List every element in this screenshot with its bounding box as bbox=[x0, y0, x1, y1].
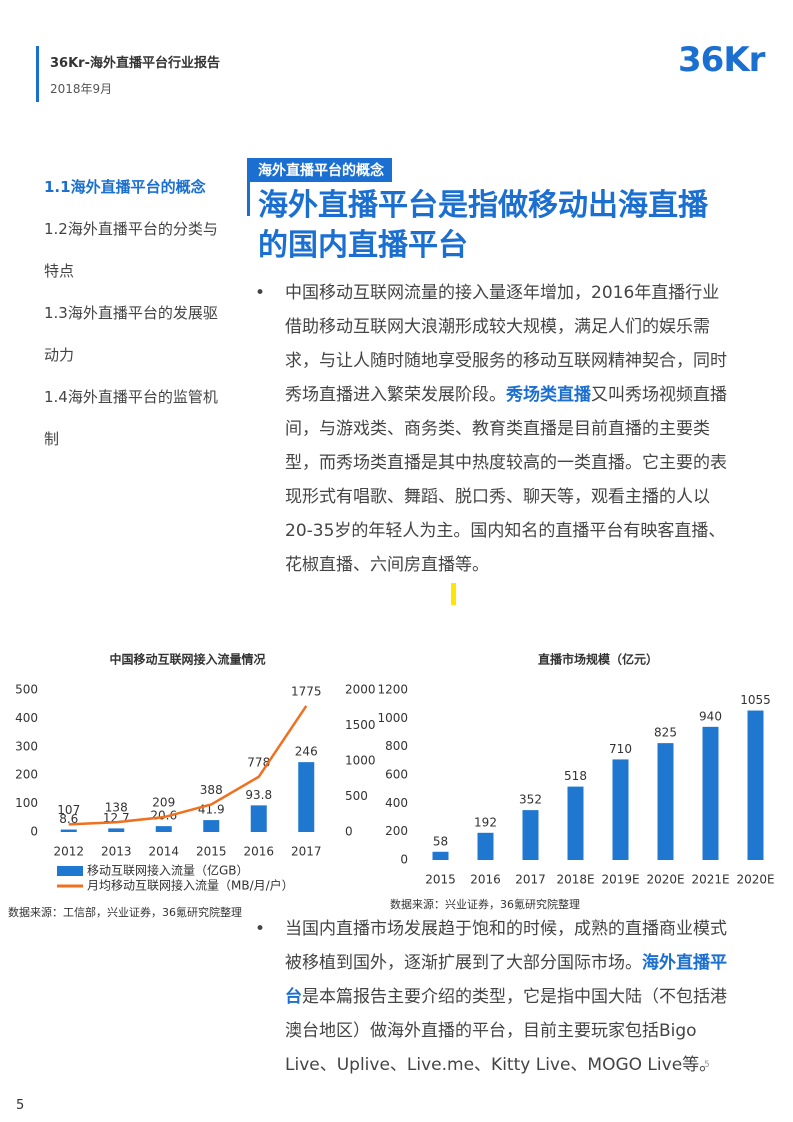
y-tick-label: 400 bbox=[15, 711, 38, 725]
page-number: 5 bbox=[16, 1098, 25, 1113]
y-tick-label: 200 bbox=[15, 768, 38, 782]
data-label: 209 bbox=[152, 796, 175, 810]
x-tick-label: 2012 bbox=[53, 845, 84, 859]
bar bbox=[432, 851, 449, 860]
data-label: 710 bbox=[609, 742, 632, 756]
text: 当国内直播市场发展趋于饱和的时候，成熟的直播商业模式被移植到国外，逐渐扩展到了大… bbox=[285, 919, 727, 973]
page-number: 5 bbox=[704, 1060, 710, 1070]
data-label: 1055 bbox=[740, 693, 771, 707]
x-tick-label: 2015 bbox=[196, 845, 227, 859]
chart-title: 中国移动互联网接入流量情况 bbox=[109, 652, 265, 667]
data-label: 352 bbox=[519, 793, 542, 807]
highlight-mark bbox=[451, 583, 456, 605]
bar bbox=[657, 743, 674, 860]
toc: 1.1海外直播平台的概念 1.2海外直播平台的分类与特点 1.3海外直播平台的发… bbox=[44, 166, 219, 460]
toc-item[interactable]: 1.4海外直播平台的监管机制 bbox=[44, 388, 218, 448]
data-label: 20.6 bbox=[150, 809, 177, 823]
data-label: 388 bbox=[200, 783, 223, 797]
bar bbox=[747, 710, 764, 860]
y-tick-label: 400 bbox=[385, 796, 408, 810]
data-label: 8.6 bbox=[59, 812, 78, 826]
logo: 36Kr bbox=[678, 40, 765, 80]
data-label: 1775 bbox=[291, 684, 322, 698]
x-tick-label: 2020E bbox=[646, 873, 684, 887]
bar bbox=[567, 786, 584, 860]
x-tick-label: 2020E bbox=[736, 873, 774, 887]
y-tick-label: 1000 bbox=[377, 711, 408, 725]
section-tag: 海外直播平台的概念 bbox=[250, 158, 392, 182]
x-tick-label: 2016 bbox=[470, 873, 501, 887]
data-label: 138 bbox=[105, 801, 128, 815]
tag-bar bbox=[247, 158, 250, 216]
header-bar bbox=[36, 46, 39, 102]
data-label: 93.8 bbox=[245, 788, 272, 802]
y-tick-label: 500 bbox=[15, 683, 38, 697]
bar bbox=[702, 726, 719, 860]
legend-label: 月均移动互联网接入流量（MB/月/户） bbox=[87, 878, 294, 893]
bar bbox=[477, 832, 494, 860]
data-label: 940 bbox=[699, 709, 722, 723]
text: 中国移动互联网流量的接入量逐年增加，2016年直播行业借助移动互联网大浪潮形成较… bbox=[285, 283, 727, 405]
toc-item[interactable]: 1.1海外直播平台的概念 bbox=[44, 178, 206, 196]
bar bbox=[60, 829, 77, 832]
x-tick-label: 2017 bbox=[291, 845, 322, 859]
y2-tick-label: 1500 bbox=[345, 718, 376, 732]
y-tick-label: 1200 bbox=[377, 683, 408, 697]
y-tick-label: 200 bbox=[385, 824, 408, 838]
data-label: 778 bbox=[247, 755, 270, 769]
data-label: 246 bbox=[295, 745, 318, 759]
bar bbox=[522, 810, 539, 860]
y-tick-label: 0 bbox=[30, 825, 38, 839]
x-tick-label: 2019E bbox=[601, 873, 639, 887]
source: 数据来源：工信部，兴业证券，36氪研究院整理 bbox=[8, 906, 242, 919]
data-label: 825 bbox=[654, 726, 677, 740]
paragraph: 当国内直播市场发展趋于饱和的时候，成熟的直播商业模式被移植到国外，逐渐扩展到了大… bbox=[255, 912, 727, 1082]
header-title: 36Kr-海外直播平台行业报告 bbox=[50, 56, 220, 71]
toc-item[interactable]: 1.2海外直播平台的分类与特点 bbox=[44, 220, 218, 280]
source: 数据来源：兴业证券，36氪研究院整理 bbox=[390, 898, 580, 911]
y2-tick-label: 0 bbox=[345, 825, 353, 839]
bar bbox=[612, 759, 629, 860]
x-tick-label: 2017 bbox=[515, 873, 546, 887]
y-tick-label: 0 bbox=[400, 853, 408, 867]
bar bbox=[155, 826, 172, 832]
x-tick-label: 2014 bbox=[148, 845, 179, 859]
highlight: 海外直播平台 bbox=[285, 953, 727, 1007]
data-label: 107 bbox=[57, 803, 80, 817]
text: 又叫秀场视频直播间，与游戏类、商务类、教育类直播是目前直播的主要类型，而秀场类直… bbox=[285, 385, 727, 575]
chart-title: 直播市场规模（亿元） bbox=[538, 652, 658, 667]
text: 是本篇报告主要介绍的类型，它是指中国大陆（不包括港澳台地区）做海外直播的平台，目… bbox=[285, 987, 727, 1075]
data-label: 58 bbox=[433, 834, 448, 848]
headline: 海外直播平台是指做移动出海直播的国内直播平台 bbox=[258, 188, 708, 263]
x-tick-label: 2021E bbox=[691, 873, 729, 887]
x-tick-label: 2018E bbox=[556, 873, 594, 887]
x-tick-label: 2013 bbox=[101, 845, 132, 859]
y-tick-label: 800 bbox=[385, 739, 408, 753]
y2-tick-label: 500 bbox=[345, 789, 368, 803]
x-tick-label: 2016 bbox=[243, 845, 274, 859]
y-tick-label: 100 bbox=[15, 796, 38, 810]
bar bbox=[108, 828, 125, 832]
line bbox=[68, 705, 308, 826]
y-tick-label: 600 bbox=[385, 768, 408, 782]
header-date: 2018年9月 bbox=[50, 82, 113, 96]
highlight: 秀场类直播 bbox=[506, 385, 591, 405]
legend-swatch bbox=[57, 866, 83, 876]
x-tick-label: 2015 bbox=[425, 873, 456, 887]
y2-tick-label: 1000 bbox=[345, 754, 376, 768]
data-label: 518 bbox=[564, 769, 587, 783]
y-tick-label: 300 bbox=[15, 739, 38, 753]
legend-label: 移动互联网接入流量（亿GB） bbox=[87, 863, 249, 878]
toc-item[interactable]: 1.3海外直播平台的发展驱动力 bbox=[44, 304, 218, 364]
bar bbox=[203, 820, 220, 832]
data-label: 192 bbox=[474, 815, 497, 829]
bar bbox=[250, 805, 267, 832]
paragraph: 中国移动互联网流量的接入量逐年增加，2016年直播行业借助移动互联网大浪潮形成较… bbox=[255, 276, 727, 582]
bar bbox=[298, 762, 315, 832]
y2-tick-label: 2000 bbox=[345, 683, 376, 697]
